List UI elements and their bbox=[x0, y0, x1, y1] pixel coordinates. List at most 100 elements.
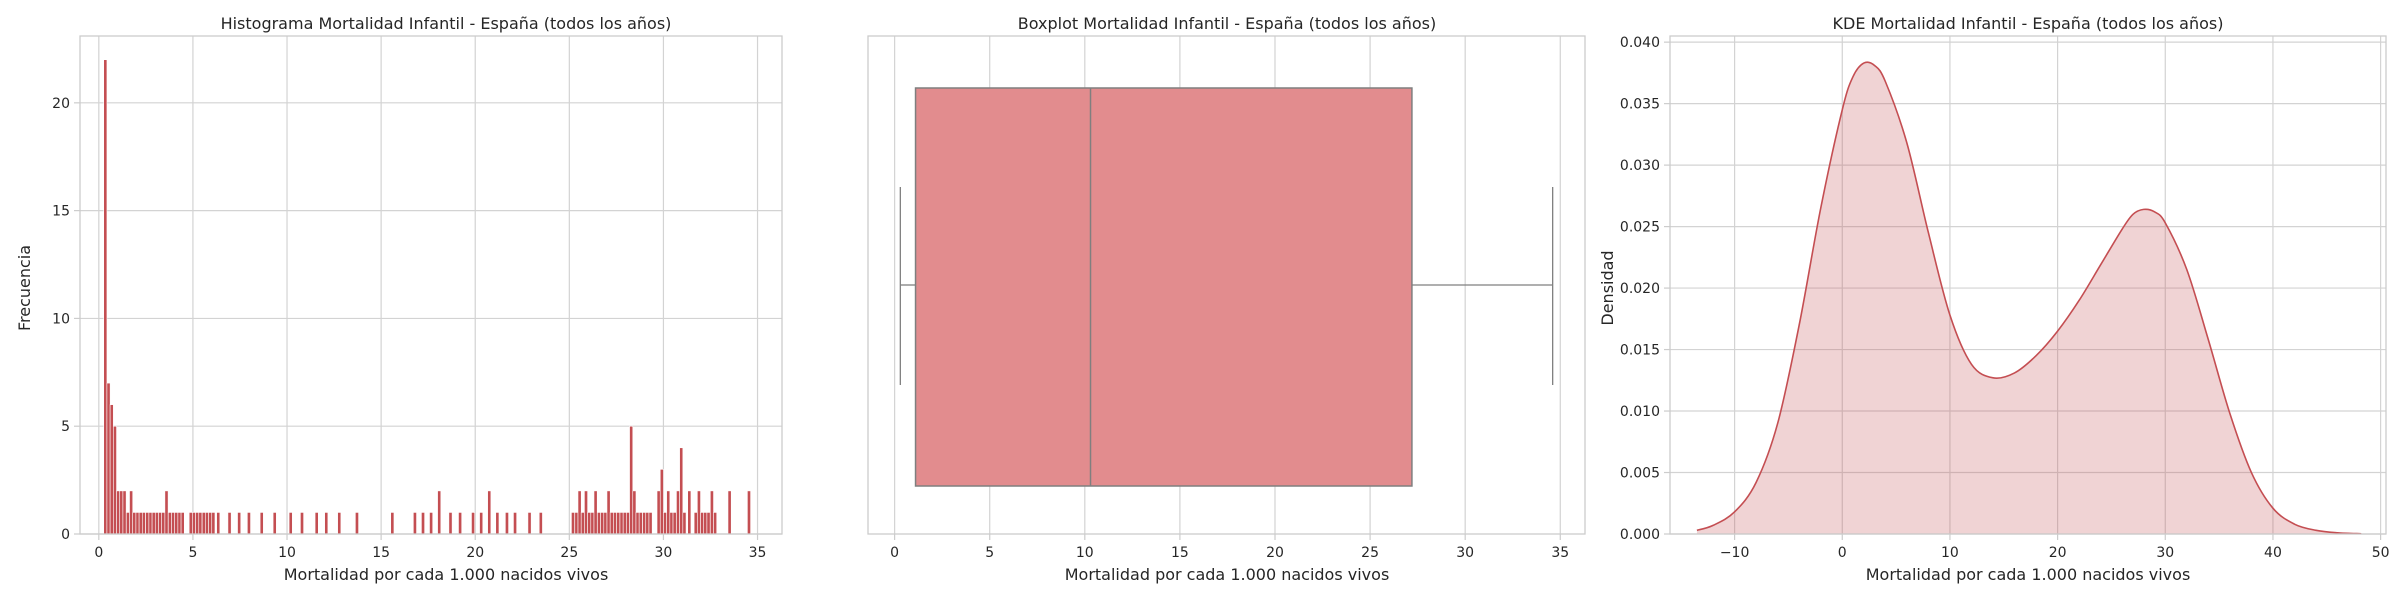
box-xtick-label: 25 bbox=[1361, 545, 1379, 561]
histogram-bar bbox=[672, 512, 677, 535]
histogram-bar bbox=[659, 469, 664, 535]
hist-ytick-label: 0 bbox=[61, 527, 70, 543]
histogram-bar bbox=[324, 512, 329, 535]
histogram-bar bbox=[669, 512, 674, 535]
kde-ytick-label: 0.030 bbox=[1620, 158, 1660, 174]
histogram-bar bbox=[129, 490, 134, 535]
kde-xtick-label: 10 bbox=[1941, 545, 1959, 561]
histogram-bar bbox=[638, 512, 643, 535]
histogram-bar bbox=[487, 490, 492, 535]
histogram-bar bbox=[201, 512, 206, 535]
histogram-bar bbox=[337, 512, 342, 535]
histogram-bar bbox=[174, 512, 179, 535]
histogram-bar bbox=[429, 512, 434, 535]
hist-axes-frame bbox=[79, 35, 783, 535]
box-xtick-label: 5 bbox=[985, 545, 994, 561]
histogram-bar bbox=[538, 512, 543, 535]
histogram-bar bbox=[676, 490, 680, 535]
histogram-bar bbox=[211, 512, 216, 535]
histogram-bar bbox=[180, 512, 185, 535]
histogram-bar bbox=[663, 512, 667, 535]
histogram-bar bbox=[195, 512, 200, 535]
kde-ytick-label: 0.035 bbox=[1620, 97, 1660, 113]
histogram-bar bbox=[587, 512, 592, 535]
histogram-bar bbox=[574, 512, 579, 535]
kde-ytick-label: 0.020 bbox=[1620, 281, 1660, 297]
histogram-bar bbox=[300, 512, 304, 535]
kde-ytick-label: 0.015 bbox=[1620, 343, 1660, 359]
histogram-bar bbox=[648, 512, 653, 535]
histogram-bar bbox=[141, 512, 146, 535]
histogram-bar bbox=[479, 512, 484, 535]
histogram-bar bbox=[272, 512, 277, 535]
histogram-bar bbox=[703, 512, 708, 535]
histogram-bar bbox=[216, 512, 221, 535]
histogram-bar bbox=[171, 512, 176, 535]
histogram-bar bbox=[593, 490, 598, 535]
histogram-bar bbox=[390, 512, 395, 535]
histogram-bar bbox=[527, 512, 532, 535]
histogram-bar bbox=[727, 490, 732, 535]
histogram-bar bbox=[577, 490, 582, 535]
histogram-ylabel: Frecuencia bbox=[15, 245, 34, 331]
histogram-bar bbox=[164, 490, 169, 535]
histogram-bar bbox=[205, 512, 209, 535]
histogram-bar bbox=[106, 382, 111, 535]
kde-axes-frame bbox=[1669, 35, 2387, 535]
box-xtick-label: 0 bbox=[890, 545, 899, 561]
histogram-bar bbox=[584, 490, 588, 535]
histogram-bar bbox=[437, 490, 442, 535]
histogram-bar bbox=[635, 512, 640, 535]
kde-ytick-label: 0.040 bbox=[1620, 35, 1660, 51]
histogram-bar bbox=[619, 512, 624, 535]
histogram-bar bbox=[613, 512, 617, 535]
kde-xtick-label: 20 bbox=[2049, 545, 2067, 561]
histogram-chart: 0 5 10 15 20 25 30 35 0 5 10 15 20 Histograma Mortal… bbox=[15, 14, 783, 584]
kde-xtick-label: 0 bbox=[1838, 545, 1847, 561]
histogram-bar bbox=[747, 490, 751, 535]
kde-xlabel: Mortalidad por cada 1.000 nacidos vivos bbox=[1866, 565, 2191, 584]
box-xtick-label: 20 bbox=[1266, 545, 1284, 561]
histogram-bar bbox=[632, 490, 637, 535]
hist-xtick-label: 20 bbox=[466, 545, 484, 561]
histogram-bar bbox=[122, 490, 127, 535]
kde-title: KDE Mortalidad Infantil - España (todos … bbox=[1833, 14, 2224, 33]
box-xtick-label: 15 bbox=[1171, 545, 1189, 561]
histogram-bar bbox=[471, 512, 476, 535]
kde-xtick-label: −10 bbox=[1720, 545, 1750, 561]
histogram-bar bbox=[198, 512, 203, 535]
kde-ylabel: Densidad bbox=[1598, 250, 1617, 325]
hist-xtick-label: 30 bbox=[655, 545, 673, 561]
histogram-bar bbox=[227, 512, 232, 535]
histogram-bar bbox=[571, 512, 575, 535]
histogram-bar bbox=[192, 512, 196, 535]
hist-ytick-label: 20 bbox=[52, 96, 70, 112]
hist-xtick-label: 35 bbox=[749, 545, 767, 561]
box-xtick-label: 10 bbox=[1076, 545, 1094, 561]
hist-ytick-label: 15 bbox=[52, 204, 70, 220]
histogram-bar bbox=[109, 404, 114, 535]
histogram-bar bbox=[247, 512, 251, 535]
hist-xtick-label: 10 bbox=[278, 545, 296, 561]
kde-chart: −10 0 10 20 30 40 50 0.000 0.005 0.010 0.015 0.020 0… bbox=[1598, 14, 2390, 584]
histogram-bar bbox=[177, 512, 182, 535]
histogram-bar bbox=[167, 512, 172, 535]
histogram-bar bbox=[697, 490, 701, 535]
histogram-bar bbox=[656, 490, 661, 535]
histogram-bar bbox=[709, 490, 714, 535]
histogram-bar bbox=[208, 512, 213, 535]
histogram-bar bbox=[158, 512, 163, 535]
histogram-bar bbox=[645, 512, 650, 535]
histogram-bar bbox=[603, 512, 608, 535]
histogram-bar bbox=[642, 512, 647, 535]
histogram-bar bbox=[597, 512, 601, 535]
histogram-bar bbox=[259, 512, 264, 535]
histogram-bar bbox=[629, 425, 634, 535]
histogram-bar bbox=[495, 512, 500, 535]
kde-xtick-label: 30 bbox=[2156, 545, 2174, 561]
histogram-bar bbox=[606, 490, 611, 535]
kde-line bbox=[1696, 61, 2362, 535]
histogram-bar bbox=[626, 512, 630, 535]
hist-xtick-label: 0 bbox=[94, 545, 103, 561]
hist-xtick-label: 15 bbox=[372, 545, 390, 561]
